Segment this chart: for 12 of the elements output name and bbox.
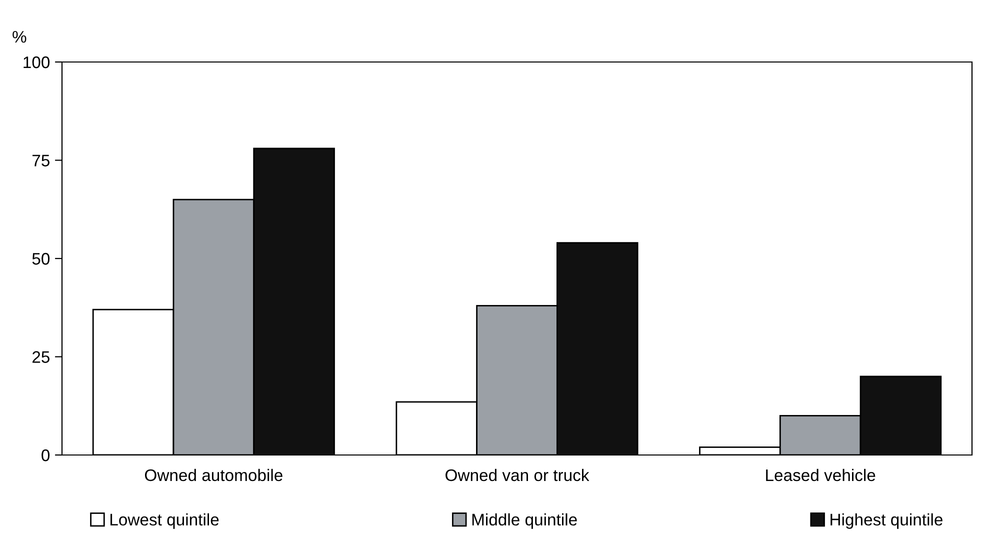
legend-label: Lowest quintile xyxy=(110,513,219,529)
y-tick-label: 100 xyxy=(24,56,50,68)
y-tick-label: 25 xyxy=(32,351,50,363)
legend-label: Middle quintile xyxy=(472,513,577,529)
x-tick-label: Owned van or truck xyxy=(446,468,590,482)
legend-label: Highest quintile xyxy=(830,513,942,529)
y-tick-label: 75 xyxy=(32,154,50,166)
x-tick-label: Leased vehicle xyxy=(766,468,876,482)
x-tick-label: Owned automobile xyxy=(144,468,282,482)
y-tick-label: 50 xyxy=(32,252,50,265)
y-tick-label: 0 xyxy=(42,449,50,462)
y-axis-title: % xyxy=(12,30,26,43)
